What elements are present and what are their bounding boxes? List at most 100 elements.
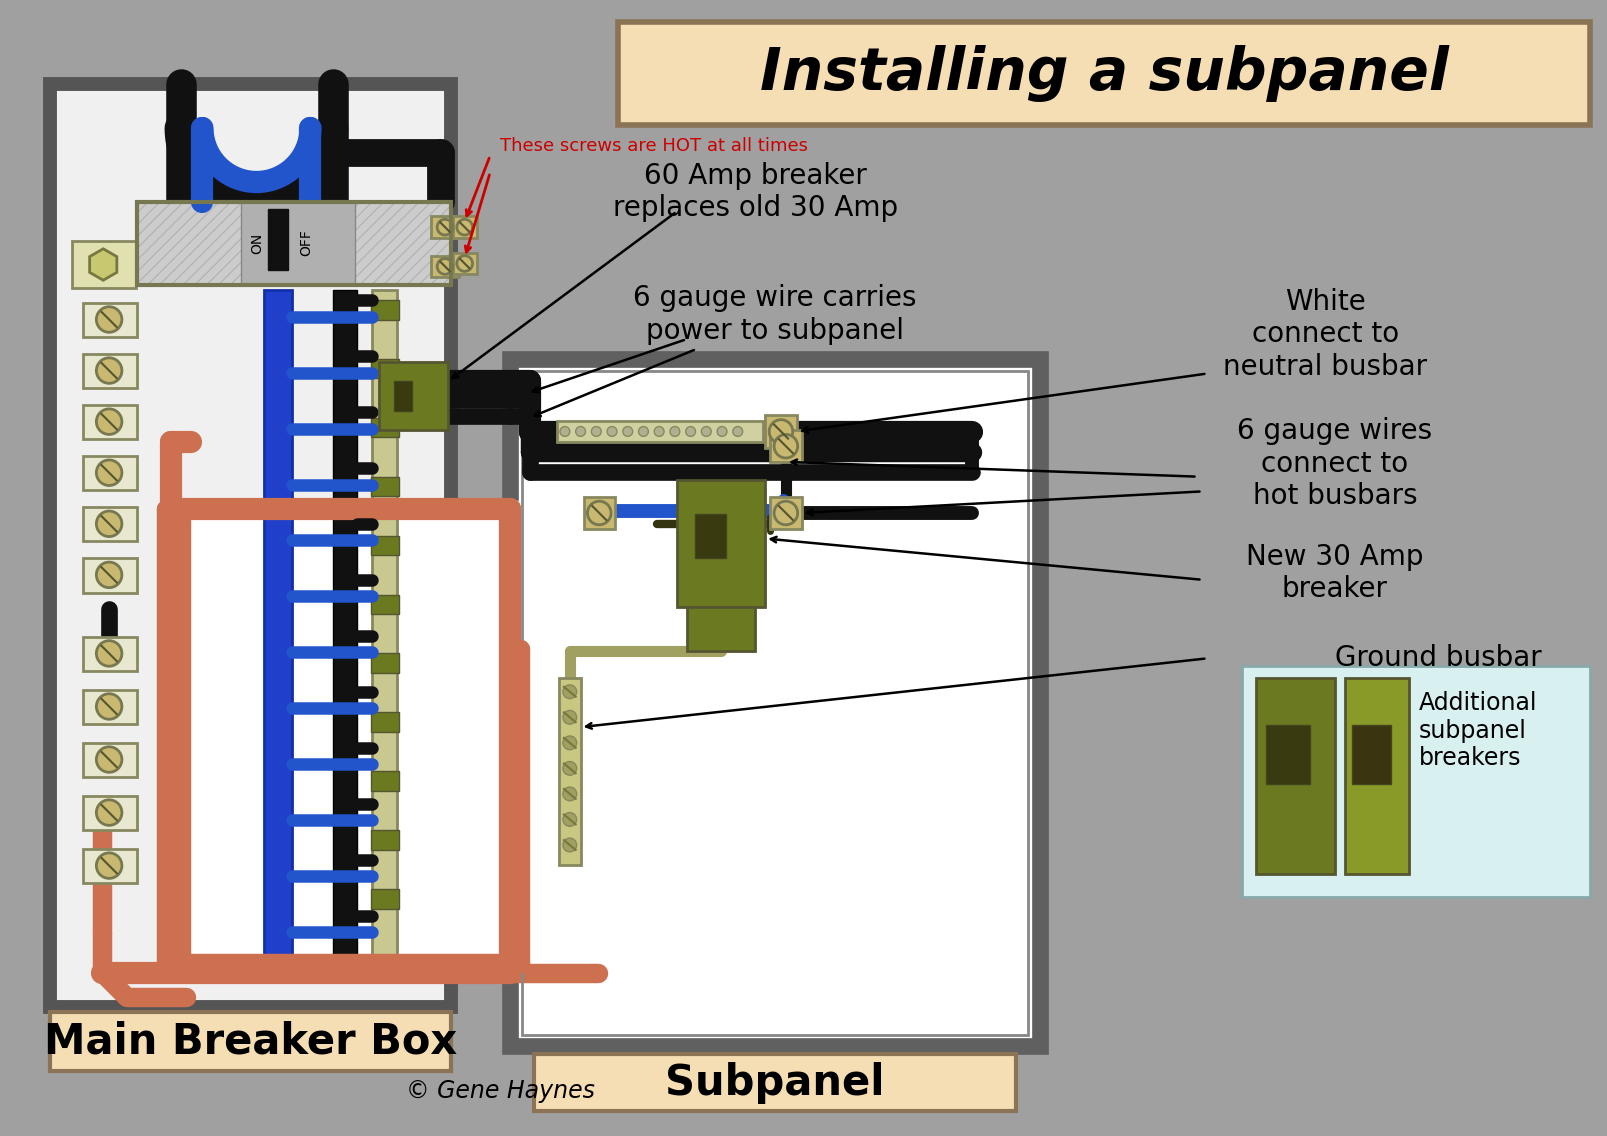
Circle shape: [562, 710, 577, 724]
Bar: [82, 303, 137, 337]
Bar: [1351, 725, 1392, 784]
Bar: [170, 501, 530, 972]
Bar: [82, 796, 137, 830]
Circle shape: [562, 736, 577, 750]
Text: 6 gauge wire carries
power to subpanel: 6 gauge wire carries power to subpanel: [633, 284, 918, 345]
Circle shape: [96, 746, 122, 772]
Bar: [1257, 678, 1335, 875]
Circle shape: [562, 685, 577, 699]
Text: Installing a subpanel: Installing a subpanel: [760, 45, 1448, 102]
Bar: [137, 201, 452, 285]
Bar: [82, 507, 137, 542]
Text: ON: ON: [251, 232, 265, 253]
Bar: [333, 290, 357, 968]
Bar: [1345, 678, 1409, 875]
Bar: [431, 256, 458, 277]
Bar: [371, 889, 399, 909]
Bar: [677, 479, 765, 608]
Circle shape: [456, 219, 472, 235]
Circle shape: [96, 460, 122, 485]
Bar: [241, 201, 355, 285]
Circle shape: [559, 426, 570, 436]
Text: 6 gauge wires
connect to
hot busbars: 6 gauge wires connect to hot busbars: [1237, 418, 1432, 510]
Bar: [379, 361, 448, 431]
Bar: [82, 558, 137, 593]
Circle shape: [607, 426, 617, 436]
Text: Subpanel: Subpanel: [665, 1062, 885, 1104]
Circle shape: [96, 409, 122, 434]
Circle shape: [96, 358, 122, 383]
Circle shape: [96, 853, 122, 878]
Circle shape: [717, 426, 726, 436]
Circle shape: [686, 426, 696, 436]
Text: New 30 Amp
breaker: New 30 Amp breaker: [1245, 543, 1424, 603]
Bar: [558, 420, 763, 442]
Bar: [82, 690, 137, 724]
Circle shape: [588, 501, 611, 525]
Circle shape: [96, 800, 122, 826]
Bar: [371, 594, 399, 615]
Text: OFF: OFF: [299, 229, 313, 257]
Bar: [770, 431, 802, 462]
Bar: [82, 404, 137, 440]
Text: Main Breaker Box: Main Breaker Box: [43, 1020, 458, 1062]
Bar: [82, 637, 137, 671]
Bar: [371, 830, 399, 850]
Bar: [82, 456, 137, 491]
Bar: [453, 252, 477, 274]
Bar: [371, 653, 399, 674]
Bar: [50, 84, 452, 1006]
Circle shape: [775, 434, 797, 458]
Circle shape: [562, 761, 577, 775]
Text: © Gene Haynes: © Gene Haynes: [405, 1078, 595, 1103]
Bar: [535, 1054, 1016, 1111]
Circle shape: [770, 419, 792, 443]
Circle shape: [437, 219, 453, 235]
Bar: [686, 608, 755, 651]
Bar: [522, 370, 1028, 1035]
Circle shape: [624, 426, 633, 436]
Bar: [371, 771, 399, 791]
Bar: [431, 216, 458, 237]
Bar: [694, 513, 726, 558]
Bar: [583, 498, 615, 528]
Bar: [371, 300, 399, 319]
Circle shape: [654, 426, 664, 436]
Bar: [50, 1012, 452, 1071]
Circle shape: [733, 426, 742, 436]
Polygon shape: [90, 249, 117, 281]
Bar: [453, 216, 477, 237]
Circle shape: [638, 426, 648, 436]
Bar: [371, 418, 399, 437]
Circle shape: [701, 426, 712, 436]
Bar: [82, 354, 137, 389]
Circle shape: [96, 511, 122, 536]
Circle shape: [96, 562, 122, 587]
Text: These screws are HOT at all times: These screws are HOT at all times: [500, 136, 808, 154]
Bar: [264, 290, 292, 968]
Circle shape: [562, 838, 577, 852]
Bar: [373, 290, 397, 968]
Bar: [770, 498, 802, 528]
Circle shape: [562, 812, 577, 826]
Bar: [1266, 725, 1310, 784]
Circle shape: [575, 426, 585, 436]
Bar: [765, 415, 797, 449]
Bar: [394, 382, 411, 411]
Circle shape: [437, 259, 453, 274]
Circle shape: [456, 256, 472, 272]
Text: Ground busbar: Ground busbar: [1335, 644, 1541, 673]
Bar: [371, 359, 399, 378]
Bar: [82, 849, 137, 884]
Circle shape: [775, 501, 797, 525]
Text: 60 Amp breaker
replaces old 30 Amp: 60 Amp breaker replaces old 30 Amp: [612, 161, 898, 222]
Bar: [268, 209, 288, 270]
Text: White
connect to
neutral busbar: White connect to neutral busbar: [1223, 287, 1427, 381]
Bar: [82, 743, 137, 777]
Bar: [72, 241, 135, 289]
Bar: [619, 22, 1591, 125]
Text: Additional
subpanel
breakers: Additional subpanel breakers: [1419, 691, 1536, 770]
Bar: [371, 712, 399, 732]
Circle shape: [96, 307, 122, 332]
Circle shape: [562, 787, 577, 801]
